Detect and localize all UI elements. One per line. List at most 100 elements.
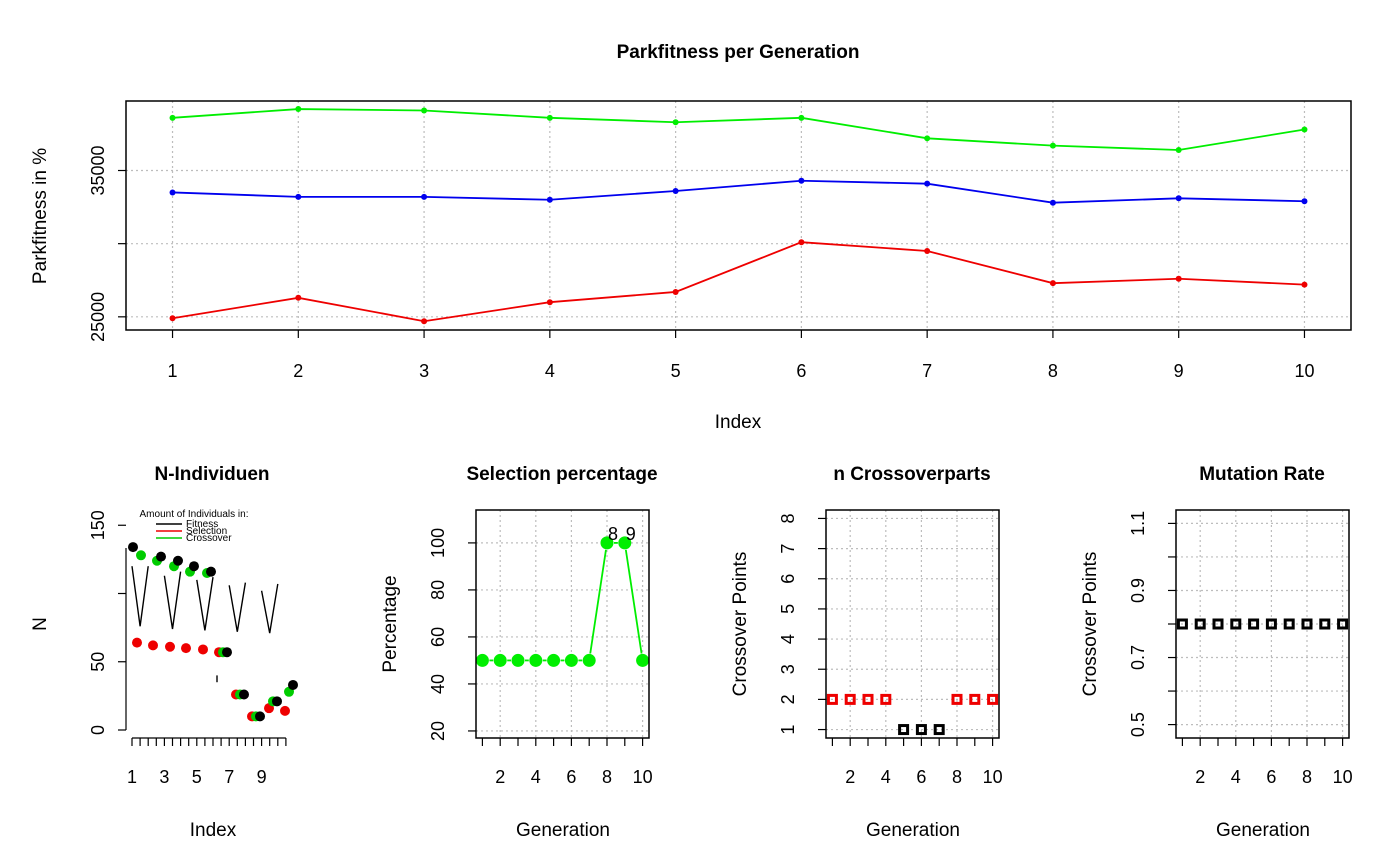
plot-frame bbox=[475, 509, 650, 739]
x-axis: 2 4 6 8 10 bbox=[831, 738, 1003, 787]
plot-frame bbox=[125, 100, 1352, 331]
data-point bbox=[987, 693, 999, 705]
x-axis: 2 4 6 8 10 bbox=[1181, 738, 1353, 787]
data-point bbox=[1212, 618, 1224, 630]
mutation-rate-chart: Mutation Rate 2 4 6 8 10 0.5 0.7 0.9 1.1 Genera… bbox=[1080, 464, 1353, 841]
x-tick-label: 4 bbox=[545, 361, 555, 381]
data-point bbox=[915, 724, 927, 736]
x-tick-label: 10 bbox=[1294, 361, 1314, 381]
y-tick-label: 150 bbox=[88, 510, 108, 540]
x-tick-label: 10 bbox=[1333, 767, 1353, 787]
data-point bbox=[924, 135, 931, 142]
y-axis-label: Crossover Points bbox=[1080, 552, 1101, 697]
x-tick-label: 3 bbox=[159, 767, 169, 787]
data-point bbox=[295, 294, 302, 301]
grid bbox=[476, 510, 649, 738]
y-tick-label: 8 bbox=[778, 513, 798, 523]
y-tick-label: 6 bbox=[778, 574, 798, 584]
x-axis: 2 4 6 8 10 bbox=[481, 738, 653, 787]
data-point-selection bbox=[165, 641, 175, 652]
series-lines bbox=[169, 106, 1308, 325]
data-point bbox=[798, 177, 805, 184]
y-tick-label: 35000 bbox=[88, 145, 108, 195]
legend-label-crossover: Crossover bbox=[186, 533, 232, 544]
x-tick-label: 7 bbox=[224, 767, 234, 787]
x-tick-label: 9 bbox=[257, 767, 267, 787]
data-point bbox=[582, 653, 596, 667]
y-tick-label: 50 bbox=[88, 652, 108, 672]
data-point bbox=[295, 106, 302, 113]
chart-title: N-Individuen bbox=[154, 464, 269, 485]
chart-title: Parkfitness per Generation bbox=[617, 42, 860, 63]
legend-title: Amount of Individuals in: bbox=[140, 509, 249, 520]
series-line bbox=[172, 179, 1305, 204]
y-axis-label: Parkfitness in % bbox=[30, 148, 51, 284]
data-point-fitness bbox=[156, 551, 166, 562]
x-tick-label: 6 bbox=[796, 361, 806, 381]
legend: Amount of Individuals in: Fitness Select… bbox=[140, 509, 249, 544]
data-point-crossover bbox=[136, 550, 146, 561]
y-tick-label: 4 bbox=[778, 634, 798, 644]
data-point bbox=[295, 193, 302, 200]
x-tick-label: 6 bbox=[1266, 767, 1276, 787]
data-point bbox=[798, 239, 805, 246]
data-point bbox=[924, 180, 931, 187]
data-point bbox=[547, 653, 561, 667]
x-tick-label: 1 bbox=[168, 361, 178, 381]
data-point-fitness bbox=[206, 566, 216, 577]
data-point bbox=[493, 653, 507, 667]
data-point bbox=[1337, 618, 1349, 630]
y-tick-label: 60 bbox=[428, 627, 448, 647]
data-point bbox=[618, 536, 632, 550]
x-axis-label: Generation bbox=[516, 820, 610, 841]
data-point bbox=[672, 288, 679, 295]
data-point-selection bbox=[181, 643, 191, 654]
y-tick-label: 0.7 bbox=[1128, 645, 1148, 670]
data-point bbox=[600, 536, 614, 550]
data-point bbox=[1049, 142, 1056, 149]
data-point bbox=[169, 315, 176, 322]
data-point bbox=[421, 107, 428, 114]
data-point bbox=[1194, 618, 1206, 630]
data-point bbox=[672, 119, 679, 126]
data-point bbox=[1319, 618, 1331, 630]
x-tick-label: 8 bbox=[952, 767, 962, 787]
data-point bbox=[862, 693, 874, 705]
data-point bbox=[1301, 281, 1308, 288]
data-point bbox=[933, 724, 945, 736]
data-point bbox=[1049, 199, 1056, 206]
y-axis: 20 40 60 80 100 bbox=[428, 528, 476, 741]
drop-line bbox=[163, 571, 182, 630]
drop-line bbox=[260, 583, 279, 634]
series-line bbox=[172, 108, 1305, 151]
y-tick-label: 80 bbox=[428, 580, 448, 600]
y-tick-label: 20 bbox=[428, 721, 448, 741]
x-axis: 1 2 3 4 5 6 7 8 9 10 bbox=[168, 330, 1314, 381]
data-point bbox=[421, 318, 428, 325]
y-axis-label: Percentage bbox=[380, 575, 401, 672]
data-point bbox=[1175, 147, 1182, 154]
data-point-selection bbox=[198, 644, 208, 655]
data-point-fitness bbox=[173, 555, 183, 566]
data-point-fitness bbox=[288, 679, 298, 690]
drop-line bbox=[228, 582, 247, 632]
data-point bbox=[951, 693, 963, 705]
x-tick-label: 7 bbox=[922, 361, 932, 381]
y-axis: 0 50 150 bbox=[88, 510, 127, 735]
grid bbox=[126, 101, 1351, 330]
data-point bbox=[1301, 198, 1308, 205]
y-tick-label: 40 bbox=[428, 674, 448, 694]
x-axis: 1 3 5 7 9 bbox=[127, 737, 287, 787]
y-axis: 0.5 0.7 0.9 1.1 bbox=[1128, 511, 1176, 737]
data-point bbox=[1049, 280, 1056, 287]
data-point-selection bbox=[148, 640, 158, 651]
series-line bbox=[172, 241, 1305, 323]
data-point bbox=[880, 693, 892, 705]
legend-label-selection: Selection bbox=[186, 526, 227, 537]
data-point bbox=[1265, 618, 1277, 630]
data-point bbox=[169, 114, 176, 121]
data-label: 8 bbox=[608, 524, 618, 544]
y-axis: 1 2 3 4 5 6 7 8 bbox=[778, 513, 826, 735]
